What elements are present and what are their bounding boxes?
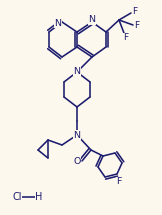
Text: N: N [54,18,62,28]
Text: F: F [133,8,138,17]
Text: N: N [88,15,96,25]
Text: H: H [35,192,43,202]
Text: F: F [134,22,139,31]
Text: N: N [74,131,81,140]
Text: F: F [116,178,122,186]
Text: Cl: Cl [12,192,22,202]
Text: N: N [74,66,81,75]
Text: F: F [123,34,129,43]
Text: O: O [73,158,81,166]
